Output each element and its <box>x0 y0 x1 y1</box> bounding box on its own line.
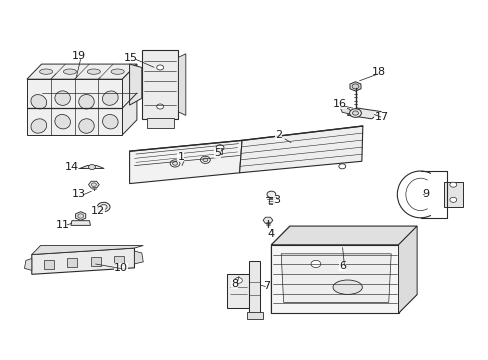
Text: 16: 16 <box>332 99 346 109</box>
Text: 13: 13 <box>72 189 86 199</box>
Circle shape <box>449 182 456 187</box>
Bar <box>443 182 462 207</box>
Bar <box>44 260 54 269</box>
Circle shape <box>310 260 320 267</box>
Polygon shape <box>271 245 398 313</box>
Circle shape <box>351 84 358 89</box>
Circle shape <box>100 204 107 210</box>
Circle shape <box>156 104 163 109</box>
Text: 6: 6 <box>338 261 345 271</box>
Ellipse shape <box>31 119 46 133</box>
Circle shape <box>172 162 177 165</box>
Bar <box>114 256 124 265</box>
Text: 5: 5 <box>214 148 221 158</box>
Text: 10: 10 <box>114 263 128 273</box>
Text: 12: 12 <box>91 206 104 216</box>
Circle shape <box>91 183 96 186</box>
Circle shape <box>156 65 163 70</box>
Ellipse shape <box>55 91 70 105</box>
Polygon shape <box>271 226 289 313</box>
Text: 3: 3 <box>272 195 279 205</box>
Circle shape <box>78 214 83 218</box>
Polygon shape <box>88 181 99 188</box>
Circle shape <box>216 145 224 150</box>
Polygon shape <box>178 54 185 115</box>
Text: 4: 4 <box>267 229 274 239</box>
Polygon shape <box>281 254 390 302</box>
Bar <box>27 79 122 135</box>
Polygon shape <box>263 217 272 224</box>
Ellipse shape <box>40 69 53 74</box>
Polygon shape <box>398 226 416 313</box>
Polygon shape <box>346 108 381 119</box>
Text: 18: 18 <box>371 67 385 77</box>
Text: 8: 8 <box>231 279 238 289</box>
Ellipse shape <box>111 69 124 74</box>
Circle shape <box>266 191 275 198</box>
Text: 15: 15 <box>124 53 138 63</box>
Ellipse shape <box>55 114 70 129</box>
Polygon shape <box>32 248 134 274</box>
Polygon shape <box>129 64 142 105</box>
Bar <box>227 274 249 308</box>
Text: 19: 19 <box>72 51 86 61</box>
Polygon shape <box>339 107 351 114</box>
Bar <box>91 257 101 266</box>
Circle shape <box>88 165 95 170</box>
Circle shape <box>449 197 456 202</box>
Polygon shape <box>134 251 143 264</box>
Polygon shape <box>71 221 90 225</box>
Text: 1: 1 <box>177 152 184 162</box>
Bar <box>142 50 178 119</box>
Ellipse shape <box>332 280 362 294</box>
Text: 9: 9 <box>421 189 428 199</box>
Polygon shape <box>24 258 32 270</box>
Circle shape <box>170 160 180 167</box>
Bar <box>218 148 222 154</box>
Bar <box>269 198 273 204</box>
Polygon shape <box>80 166 104 168</box>
Circle shape <box>349 109 361 117</box>
Ellipse shape <box>63 69 77 74</box>
Polygon shape <box>122 64 137 135</box>
Circle shape <box>234 278 242 283</box>
Polygon shape <box>271 294 416 313</box>
Circle shape <box>203 158 207 162</box>
Circle shape <box>200 156 210 163</box>
Ellipse shape <box>31 95 47 109</box>
Text: 7: 7 <box>263 281 269 291</box>
Circle shape <box>97 202 110 212</box>
Ellipse shape <box>102 114 118 129</box>
Polygon shape <box>27 64 137 79</box>
Ellipse shape <box>79 94 94 109</box>
Ellipse shape <box>87 69 100 74</box>
Ellipse shape <box>102 91 118 105</box>
Bar <box>67 258 77 267</box>
Polygon shape <box>129 140 242 184</box>
Bar <box>146 118 173 128</box>
Circle shape <box>352 111 358 115</box>
Polygon shape <box>76 212 85 220</box>
Bar <box>246 312 262 319</box>
Polygon shape <box>271 226 416 245</box>
Polygon shape <box>349 82 360 91</box>
Polygon shape <box>32 246 143 255</box>
Ellipse shape <box>79 119 94 133</box>
Text: 14: 14 <box>65 162 79 172</box>
Circle shape <box>338 164 345 169</box>
Text: 11: 11 <box>56 220 69 230</box>
Bar <box>249 261 260 313</box>
Polygon shape <box>239 126 362 173</box>
Text: 17: 17 <box>374 112 387 122</box>
Text: 2: 2 <box>275 130 282 140</box>
